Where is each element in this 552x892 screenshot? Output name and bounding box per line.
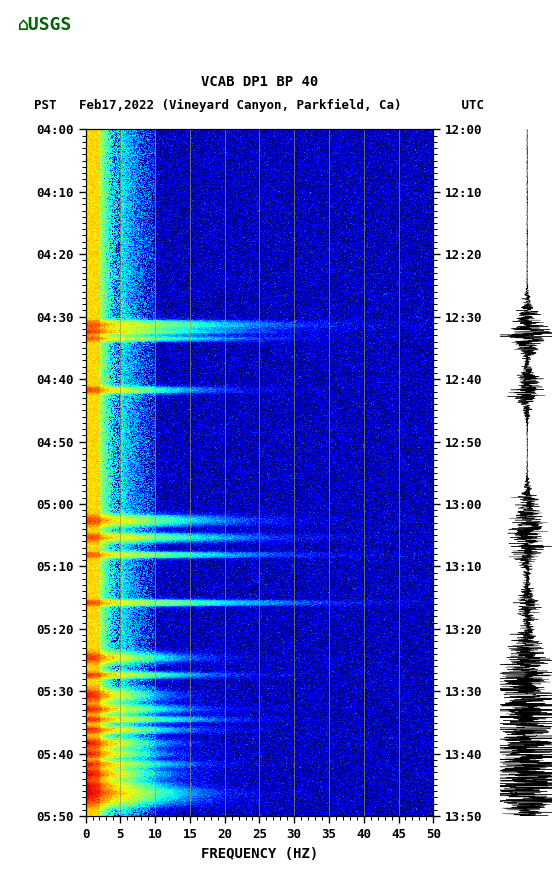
X-axis label: FREQUENCY (HZ): FREQUENCY (HZ) [201, 847, 318, 861]
Text: PST   Feb17,2022 (Vineyard Canyon, Parkfield, Ca)        UTC: PST Feb17,2022 (Vineyard Canyon, Parkfie… [34, 98, 485, 112]
Text: VCAB DP1 BP 40: VCAB DP1 BP 40 [201, 75, 318, 89]
Text: ⌂USGS: ⌂USGS [17, 16, 71, 34]
